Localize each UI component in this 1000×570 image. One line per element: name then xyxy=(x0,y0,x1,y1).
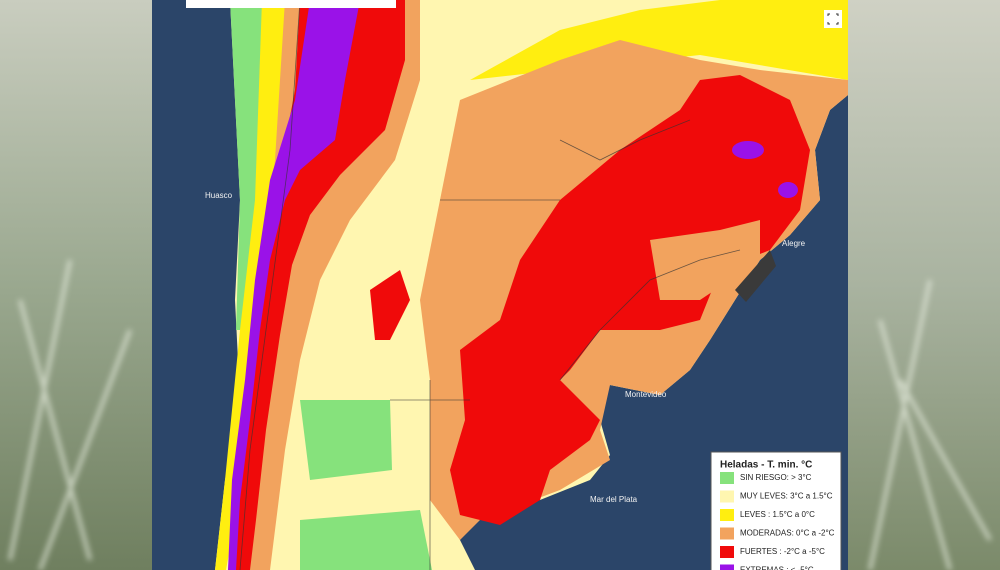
legend: Heladas - T. min. °C SIN RIESGO: > 3°C MU… xyxy=(710,451,842,570)
legend-swatch xyxy=(720,509,734,521)
legend-label: EXTREMAS : < -5°C xyxy=(740,566,814,570)
legend-swatch xyxy=(720,564,734,570)
legend-label: MODERADAS: 0°C a -2°C xyxy=(740,529,835,538)
frost-grass xyxy=(8,259,992,570)
place-label: Mar del Plata xyxy=(590,495,638,504)
title-box xyxy=(186,0,396,8)
fullscreen-icon xyxy=(827,13,839,25)
legend-swatch xyxy=(720,546,734,558)
legend-swatch xyxy=(720,527,734,540)
borders xyxy=(239,0,741,570)
zone-moderate xyxy=(650,220,760,300)
place-label: Montevideo xyxy=(625,390,667,399)
legend-title: Heladas - T. min. °C xyxy=(720,460,812,471)
zone-extreme xyxy=(732,141,764,159)
zone-strong xyxy=(232,0,405,570)
legend-swatch xyxy=(720,472,734,484)
legend-label: LEVES : 1.5°C a 0°C xyxy=(740,510,815,519)
lagoon xyxy=(735,250,776,302)
legend-label: FUERTES : -2°C a -5°C xyxy=(740,547,825,556)
place-label: Alegre xyxy=(782,239,806,248)
place-label: Huasco xyxy=(205,191,233,200)
zone-strong xyxy=(370,270,410,340)
legend-swatch xyxy=(720,490,734,503)
fullscreen-button[interactable] xyxy=(824,10,842,28)
background-photo xyxy=(0,0,152,570)
frost-zones xyxy=(215,0,848,570)
zone-none xyxy=(300,400,432,570)
legend-label: MUY LEVES: 3°C a 1.5°C xyxy=(740,492,833,501)
zone-extreme xyxy=(778,182,798,198)
zone-extreme xyxy=(228,0,360,570)
legend-label: SIN RIESGO: > 3°C xyxy=(740,473,812,482)
